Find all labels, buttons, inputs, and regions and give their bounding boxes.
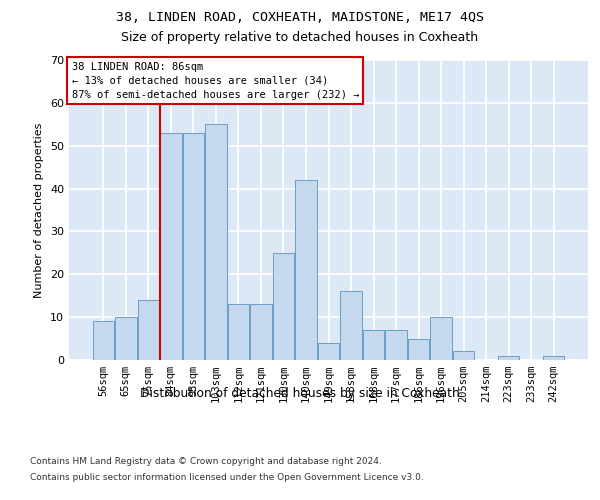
Text: 38, LINDEN ROAD, COXHEATH, MAIDSTONE, ME17 4QS: 38, LINDEN ROAD, COXHEATH, MAIDSTONE, ME…: [116, 11, 484, 24]
Bar: [273, 253, 294, 360]
Bar: [137, 300, 159, 360]
Text: Contains public sector information licensed under the Open Government Licence v3: Contains public sector information licen…: [30, 472, 424, 482]
Bar: [182, 133, 204, 360]
Bar: [430, 317, 452, 360]
Bar: [295, 180, 317, 360]
Bar: [408, 338, 429, 360]
Bar: [250, 304, 272, 360]
Y-axis label: Number of detached properties: Number of detached properties: [34, 122, 44, 298]
Bar: [453, 352, 475, 360]
Bar: [92, 322, 114, 360]
Bar: [318, 343, 339, 360]
Bar: [115, 317, 137, 360]
Bar: [228, 304, 249, 360]
Text: 38 LINDEN ROAD: 86sqm
← 13% of detached houses are smaller (34)
87% of semi-deta: 38 LINDEN ROAD: 86sqm ← 13% of detached …: [71, 62, 359, 100]
Text: Size of property relative to detached houses in Coxheath: Size of property relative to detached ho…: [121, 31, 479, 44]
Text: Distribution of detached houses by size in Coxheath: Distribution of detached houses by size …: [140, 388, 460, 400]
Bar: [543, 356, 565, 360]
Bar: [205, 124, 227, 360]
Bar: [160, 133, 182, 360]
Bar: [498, 356, 520, 360]
Bar: [385, 330, 407, 360]
Text: Contains HM Land Registry data © Crown copyright and database right 2024.: Contains HM Land Registry data © Crown c…: [30, 458, 382, 466]
Bar: [340, 292, 362, 360]
Bar: [363, 330, 384, 360]
